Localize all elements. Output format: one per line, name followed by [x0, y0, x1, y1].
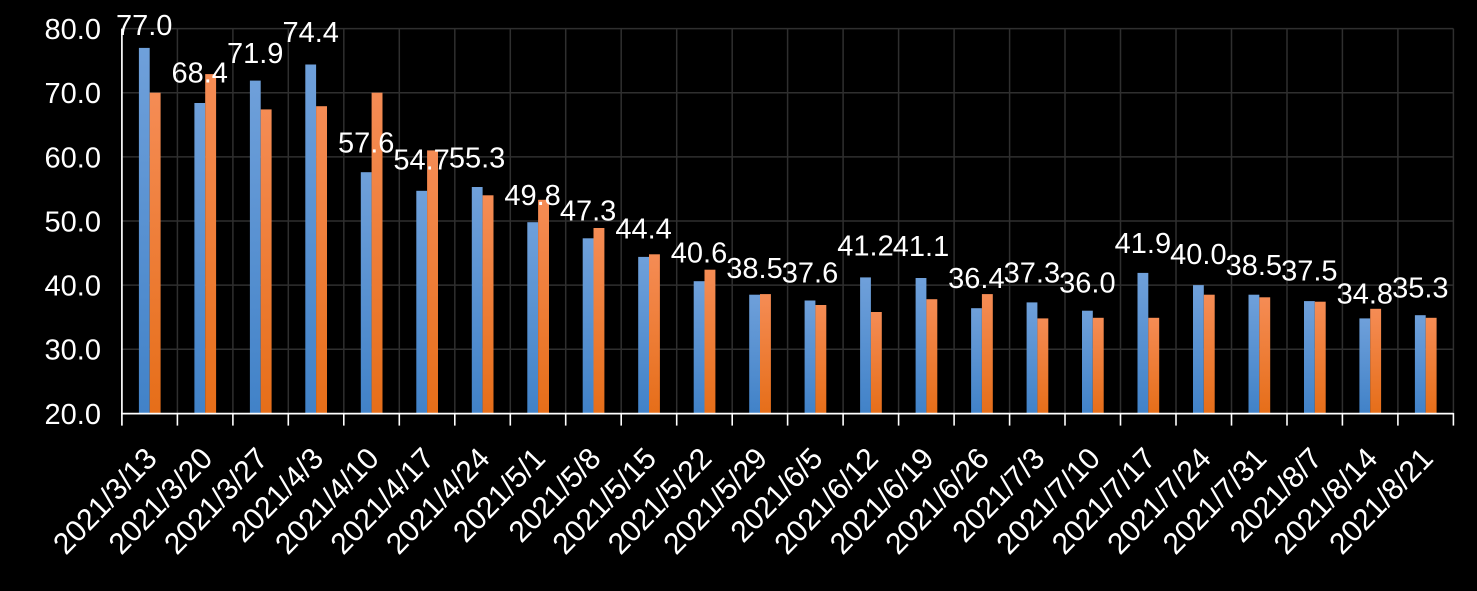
svg-text:30.0: 30.0 [45, 335, 101, 367]
svg-text:41.1: 41.1 [893, 231, 949, 263]
svg-text:38.5: 38.5 [726, 253, 782, 285]
svg-text:36.4: 36.4 [948, 263, 1004, 295]
svg-text:60.0: 60.0 [45, 142, 101, 174]
svg-text:68.4: 68.4 [171, 57, 227, 89]
svg-text:40.6: 40.6 [671, 238, 727, 270]
svg-text:40.0: 40.0 [1170, 239, 1226, 271]
svg-text:36.0: 36.0 [1059, 268, 1115, 300]
svg-text:37.5: 37.5 [1281, 255, 1337, 287]
svg-text:44.4: 44.4 [615, 213, 671, 245]
svg-text:37.6: 37.6 [782, 258, 838, 290]
svg-text:34.8: 34.8 [1337, 279, 1393, 311]
svg-text:54.7: 54.7 [393, 144, 449, 176]
svg-text:71.9: 71.9 [227, 38, 283, 70]
svg-text:74.4: 74.4 [282, 17, 338, 49]
svg-text:55.3: 55.3 [449, 143, 505, 175]
svg-text:50.0: 50.0 [45, 207, 101, 239]
svg-text:38.5: 38.5 [1226, 250, 1282, 282]
svg-text:35.3: 35.3 [1392, 273, 1448, 305]
svg-text:41.9: 41.9 [1115, 228, 1171, 260]
svg-text:47.3: 47.3 [560, 196, 616, 228]
svg-text:77.0: 77.0 [116, 10, 172, 42]
svg-text:80.0: 80.0 [45, 14, 101, 46]
svg-text:70.0: 70.0 [45, 78, 101, 110]
svg-text:57.6: 57.6 [338, 128, 394, 160]
svg-text:20.0: 20.0 [45, 399, 101, 431]
svg-text:37.3: 37.3 [1004, 258, 1060, 290]
svg-text:40.0: 40.0 [45, 271, 101, 303]
svg-text:49.8: 49.8 [504, 180, 560, 212]
svg-text:41.2: 41.2 [837, 231, 893, 263]
